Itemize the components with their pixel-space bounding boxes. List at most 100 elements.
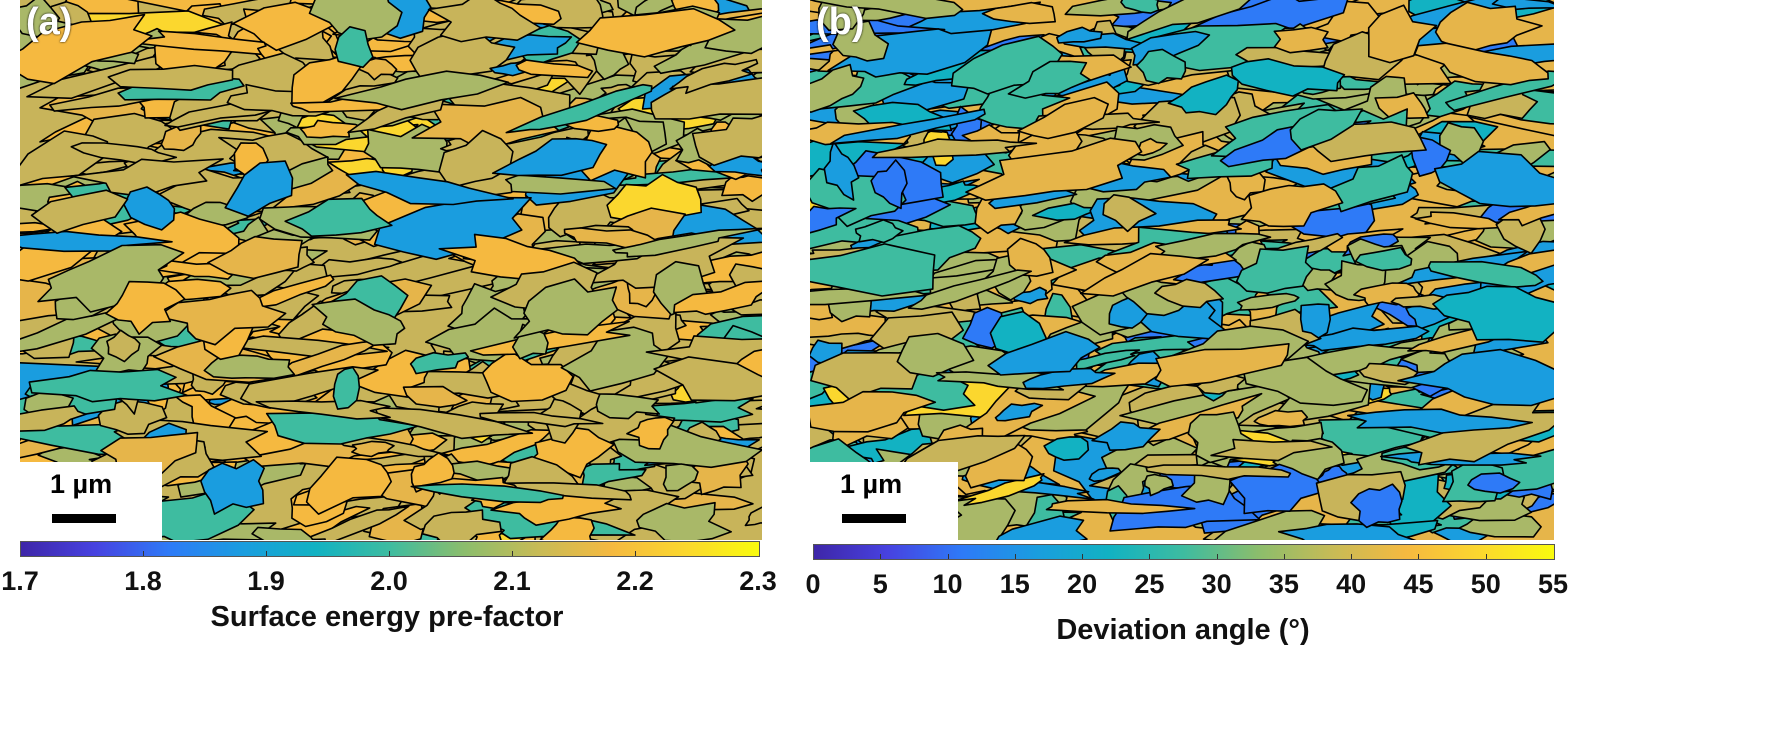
grain (127, 30, 267, 56)
grain (1433, 150, 1554, 208)
grain (409, 351, 470, 375)
grain (1102, 194, 1157, 233)
scale-bar-box-b: 1 µm (810, 462, 958, 540)
panel-a: (a) 1 µm 1.7 1.8 1.9 2.0 2.1 2.2 2.3 Surface e… (0, 0, 790, 735)
grain (1088, 467, 1123, 483)
grain (854, 219, 904, 244)
grain (427, 0, 542, 43)
grain (744, 506, 762, 527)
grain (1354, 246, 1413, 272)
grain (965, 137, 1143, 201)
colorbar-tick-mark (512, 551, 513, 556)
grain (810, 0, 964, 20)
grain (491, 137, 608, 177)
grain (1230, 57, 1346, 97)
grain (823, 140, 860, 201)
grain (479, 411, 604, 428)
grain (1367, 4, 1438, 64)
grain (832, 20, 890, 62)
grain (30, 189, 129, 234)
grain (105, 280, 186, 336)
grain (20, 13, 153, 85)
grain (669, 58, 759, 95)
colorbar-tick-label: 30 (1201, 569, 1232, 599)
grain (987, 330, 1101, 376)
colorbar-tick-label: 2.0 (370, 566, 408, 596)
grain (673, 280, 762, 316)
grain (303, 505, 410, 540)
grain (203, 354, 296, 380)
colorbar-tick-label: 55 (1537, 569, 1569, 599)
grain (421, 509, 503, 540)
colorbar-tick-mark (635, 551, 636, 556)
grain (20, 405, 87, 432)
colorbar-tick-label: 2.1 (493, 566, 531, 596)
grain (1045, 498, 1196, 515)
colorbar-tick-label: 15 (999, 569, 1030, 599)
colorbar-tick-mark (143, 551, 144, 556)
colorbar-tick-mark (1082, 554, 1084, 559)
colorbar-tick-label: 1.9 (247, 566, 285, 596)
scale-bar-label-b: 1 µm (840, 469, 903, 499)
grain (1253, 409, 1309, 428)
grain (994, 402, 1044, 422)
grain (1299, 303, 1332, 339)
grain (481, 350, 574, 403)
grain (1414, 211, 1503, 230)
colorbar-a (20, 541, 760, 557)
colorbar-tick-label: 20 (1067, 569, 1098, 599)
grain (1467, 472, 1521, 494)
panel-label-a: (a) (26, 1, 73, 43)
grain (332, 366, 361, 410)
colorbar-tick-label: 10 (932, 569, 963, 599)
grain (1350, 483, 1403, 529)
grain (1210, 438, 1333, 462)
grain (1346, 408, 1534, 434)
colorbar-tick-mark (1418, 554, 1420, 559)
grain (255, 399, 391, 420)
grain (662, 463, 699, 492)
grain (995, 515, 1088, 540)
grain (539, 515, 595, 540)
grain (284, 197, 393, 237)
grain (334, 70, 510, 111)
grain (635, 501, 733, 540)
grain (810, 205, 857, 234)
colorbar-tick-mark (1014, 554, 1016, 559)
grain (871, 138, 1038, 159)
grain (907, 269, 1032, 311)
grain (981, 1, 1056, 25)
grain (308, 0, 403, 42)
colorbar-tick-mark (1485, 554, 1487, 559)
grain (156, 289, 287, 346)
grain (1273, 26, 1329, 54)
grain (1022, 367, 1116, 390)
colorbar-tick-mark (389, 551, 390, 556)
grain (299, 119, 365, 139)
grain (1079, 252, 1210, 297)
grain (251, 526, 314, 540)
grain (1143, 473, 1175, 497)
colorbar-tick-label: 50 (1470, 569, 1501, 599)
grain (107, 64, 234, 91)
colorbar-tick-mark (266, 551, 267, 556)
grain (311, 298, 406, 347)
colorbar-tick-label: 0 (805, 569, 821, 599)
grain (653, 356, 762, 402)
grain (1007, 60, 1091, 99)
colorbar-tick-mark (947, 554, 949, 559)
grain (1135, 48, 1187, 85)
grain (1056, 26, 1103, 44)
grain (1434, 1, 1543, 52)
grain (870, 159, 908, 210)
grain (28, 368, 188, 403)
grain (207, 235, 303, 280)
colorbar-tick-label: 45 (1403, 569, 1434, 599)
colorbar-tick-label: 1.7 (1, 566, 39, 596)
colorbar-tick-label: 25 (1134, 569, 1165, 599)
colorbar-tick-label: 1.8 (124, 566, 162, 596)
grain (232, 1, 335, 52)
grain (1153, 278, 1225, 309)
grain (1017, 96, 1110, 140)
colorbar-tick-mark (1216, 554, 1218, 559)
